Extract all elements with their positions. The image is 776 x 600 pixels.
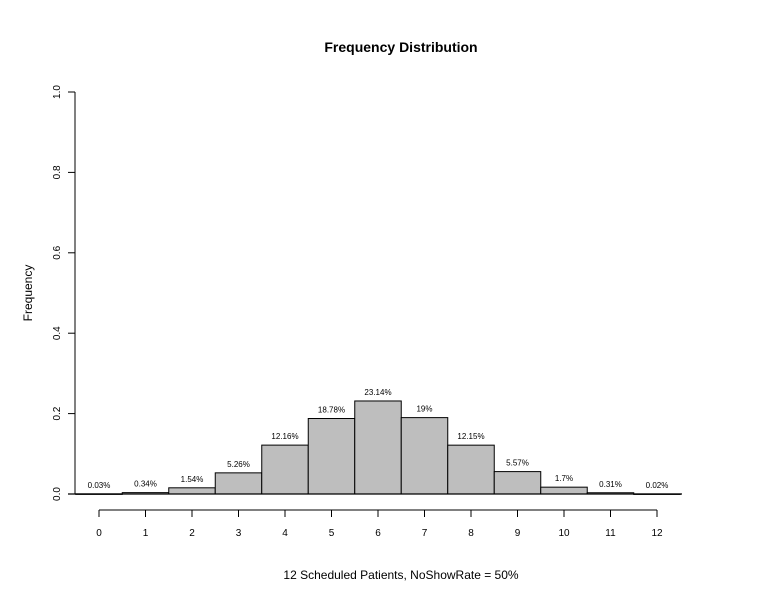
x-tick-label: 7 (422, 528, 428, 539)
data-label-0: 0.03% (88, 481, 111, 490)
data-label-7: 19% (416, 405, 432, 414)
x-tick-label: 8 (468, 528, 474, 539)
y-tick-label: 0.8 (52, 165, 63, 179)
data-label-1: 0.34% (134, 480, 157, 489)
y-tick-label: 0.0 (52, 487, 63, 501)
data-label-5: 18.78% (318, 406, 345, 415)
bar-3 (214, 472, 263, 495)
y-tick-label: 0.6 (52, 245, 63, 259)
data-label-9: 5.57% (506, 459, 529, 468)
x-tick-label: 6 (375, 528, 381, 539)
data-label-2: 1.54% (181, 475, 204, 484)
bar-6 (354, 400, 402, 495)
data-label-10: 1.7% (555, 474, 573, 483)
bar-8 (447, 444, 495, 495)
data-label-8: 12.15% (457, 432, 484, 441)
y-tick-label: 0.4 (52, 326, 63, 340)
y-tick-label: 0.2 (52, 406, 63, 420)
data-label-4: 12.16% (271, 432, 298, 441)
x-tick-label: 12 (651, 528, 663, 539)
x-tick-label: 4 (282, 528, 288, 539)
bar-7 (400, 417, 449, 495)
bar-9 (493, 471, 542, 495)
data-label-6: 23.14% (364, 388, 391, 397)
bar-2 (168, 487, 216, 495)
bar-5 (307, 418, 356, 495)
data-label-3: 5.26% (227, 460, 250, 469)
bar-4 (261, 444, 309, 495)
x-tick-label: 10 (558, 528, 570, 539)
y-axis-label: Frequency (21, 265, 35, 322)
x-tick-label: 9 (515, 528, 521, 539)
x-tick-label: 5 (329, 528, 335, 539)
x-tick-label: 3 (236, 528, 242, 539)
y-tick-label: 1.0 (52, 85, 63, 99)
x-tick-label: 1 (143, 528, 149, 539)
bar-10 (540, 486, 588, 495)
data-label-12: 0.02% (646, 481, 669, 490)
x-tick-label: 2 (189, 528, 195, 539)
data-label-11: 0.31% (599, 480, 622, 489)
x-tick-label: 11 (605, 528, 616, 539)
x-tick-label: 0 (96, 528, 102, 539)
chart-title: Frequency Distribution (324, 39, 477, 55)
x-axis-label: 12 Scheduled Patients, NoShowRate = 50% (283, 568, 518, 582)
